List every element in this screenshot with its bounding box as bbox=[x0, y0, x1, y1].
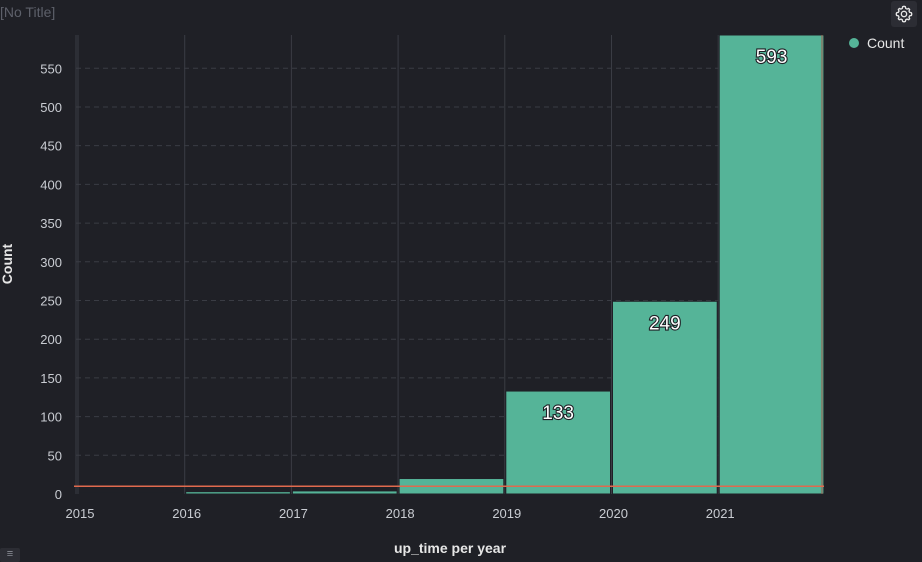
y-tick-label: 250 bbox=[40, 293, 62, 308]
y-tick-label: 100 bbox=[40, 410, 62, 425]
menu-handle[interactable]: ≡ bbox=[0, 548, 20, 562]
x-tick-label: 2019 bbox=[492, 506, 521, 521]
x-tick-label: 2018 bbox=[386, 506, 415, 521]
y-tick-label: 150 bbox=[40, 371, 62, 386]
x-tick-label: 2020 bbox=[599, 506, 628, 521]
y-tick-label: 0 bbox=[55, 487, 62, 502]
y-tick-label: 550 bbox=[40, 61, 62, 76]
x-tick-label: 2017 bbox=[279, 506, 308, 521]
bar-2021 bbox=[718, 34, 825, 495]
bar-value-label: 249 bbox=[649, 313, 681, 334]
y-tick-label: 500 bbox=[40, 100, 62, 115]
legend-label: Count bbox=[867, 35, 905, 51]
bar-2015 bbox=[78, 492, 185, 495]
bar-2016 bbox=[185, 491, 291, 495]
x-tick-label: 2015 bbox=[66, 506, 95, 521]
y-tick-label: 350 bbox=[40, 216, 62, 231]
legend-swatch bbox=[849, 38, 859, 48]
bar-2020 bbox=[612, 300, 718, 495]
list-icon: ≡ bbox=[6, 548, 14, 560]
bar-value-label: 593 bbox=[756, 47, 788, 68]
bar-2019 bbox=[505, 390, 611, 495]
y-axis-label: Count bbox=[0, 243, 15, 285]
y-tick-label: 450 bbox=[40, 139, 62, 154]
legend-item-count[interactable]: Count bbox=[849, 35, 904, 51]
x-tick-label: 2021 bbox=[706, 506, 735, 521]
bar-value-label: 133 bbox=[542, 403, 574, 424]
y-tick-label: 300 bbox=[40, 255, 62, 270]
settings-button[interactable] bbox=[891, 1, 917, 27]
y-tick-label: 50 bbox=[48, 448, 62, 463]
gear-icon bbox=[895, 5, 913, 23]
y-tick-label: 400 bbox=[40, 177, 62, 192]
y-tick-label: 200 bbox=[40, 332, 62, 347]
x-tick-label: 2016 bbox=[172, 506, 201, 521]
chart-title: [No Title] bbox=[0, 4, 56, 20]
bar-2017 bbox=[291, 490, 398, 495]
x-axis-label: up_time per year bbox=[393, 540, 507, 556]
